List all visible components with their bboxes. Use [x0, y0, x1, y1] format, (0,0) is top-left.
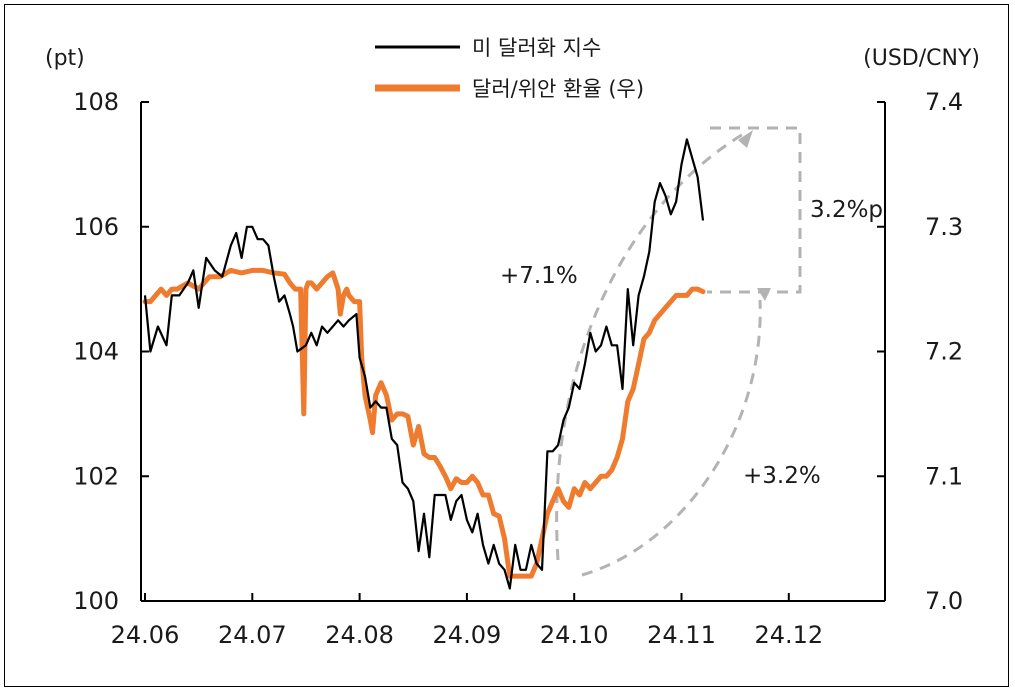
cny-arrowhead: [757, 288, 771, 301]
right-y-tick-label: 7.4: [925, 88, 963, 116]
x-tick-label: 24.12: [754, 621, 823, 649]
legend-cny-label: 달러/위안 환율 (우): [472, 77, 644, 101]
right-y-tick-label: 7.0: [925, 587, 963, 615]
left-y-ticks: 100 102 104 106 108: [73, 88, 149, 615]
chart-svg: (pt) (USD/CNY) 미 달러화 지수 달러/위안 환율 (우) 100…: [45, 36, 980, 649]
x-tick-label: 24.08: [325, 621, 394, 649]
x-ticks: 24.06 24.07 24.08 24.09 24.10 24.11 24.12: [111, 593, 823, 649]
x-tick-label: 24.06: [111, 621, 180, 649]
cny-arc: [581, 299, 762, 577]
right-y-ticks: 7.0 7.1 7.2 7.3 7.4: [877, 88, 963, 615]
right-y-tick-label: 7.1: [925, 462, 963, 490]
annotation-gap: 3.2%p: [810, 197, 883, 223]
dxy-arc: [555, 131, 746, 561]
annotation-dxy-change: +7.1%: [500, 263, 578, 289]
annotation-cny-change: +3.2%: [743, 463, 821, 489]
chart-frame: (pt) (USD/CNY) 미 달러화 지수 달러/위안 환율 (우) 100…: [4, 4, 1009, 687]
left-y-tick-label: 100: [73, 587, 119, 615]
right-unit-label: (USD/CNY): [863, 46, 980, 71]
left-y-tick-label: 104: [73, 338, 119, 366]
left-y-tick-label: 102: [73, 462, 119, 490]
series-line-cny: [142, 267, 706, 579]
legend: 미 달러화 지수 달러/위안 환율 (우): [375, 36, 644, 101]
legend-dxy-label: 미 달러화 지수: [472, 36, 601, 60]
x-tick-label: 24.10: [540, 621, 609, 649]
x-tick-label: 24.07: [218, 621, 287, 649]
left-y-tick-label: 108: [73, 88, 119, 116]
left-y-tick-label: 106: [73, 213, 119, 241]
right-y-tick-label: 7.3: [925, 213, 963, 241]
x-tick-label: 24.09: [433, 621, 502, 649]
gap-bracket: [707, 126, 802, 294]
annotation-guides: [555, 126, 802, 577]
left-unit-label: (pt): [45, 46, 85, 71]
dxy-arrowhead: [738, 130, 753, 148]
series-line-dxy: [143, 138, 705, 590]
right-y-tick-label: 7.2: [925, 338, 963, 366]
x-tick-label: 24.11: [647, 621, 716, 649]
